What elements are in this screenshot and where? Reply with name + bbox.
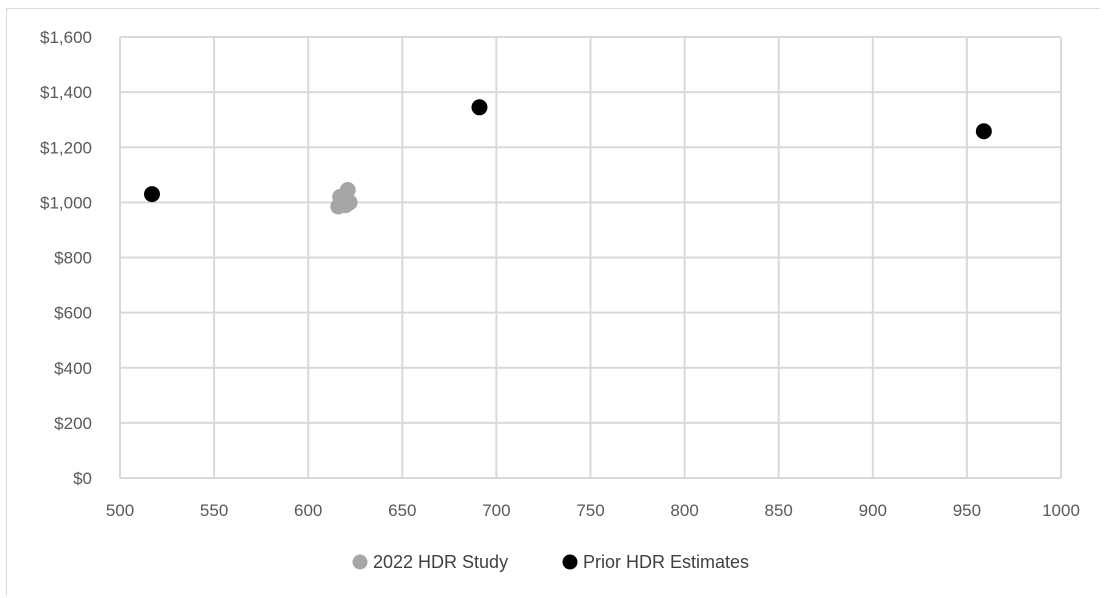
x-tick-label: 900 bbox=[859, 501, 887, 520]
legend-marker bbox=[352, 554, 368, 570]
y-tick-label: $1,400 bbox=[40, 83, 92, 102]
x-tick-label: 950 bbox=[953, 501, 981, 520]
legend: 2022 HDR Study Prior HDR Estimates bbox=[352, 552, 749, 572]
y-tick-label: $800 bbox=[54, 249, 92, 268]
data-point bbox=[471, 99, 488, 116]
legend-label: Prior HDR Estimates bbox=[583, 552, 749, 572]
y-tick-label: $400 bbox=[54, 359, 92, 378]
x-tick-label: 600 bbox=[294, 501, 322, 520]
data-point bbox=[143, 186, 160, 203]
x-axis-tick-labels: 500 550 600 650 700 750 800 850 900 950 1000 bbox=[106, 501, 1080, 520]
x-tick-label: 850 bbox=[765, 501, 793, 520]
chart-frame bbox=[6, 8, 1100, 596]
x-tick-label: 500 bbox=[106, 501, 134, 520]
x-tick-label: 750 bbox=[576, 501, 604, 520]
y-tick-label: $600 bbox=[54, 304, 92, 323]
data-point bbox=[335, 191, 352, 208]
x-tick-label: 550 bbox=[200, 501, 228, 520]
y-tick-label: $1,200 bbox=[40, 138, 92, 157]
x-tick-label: 1000 bbox=[1042, 501, 1080, 520]
data-point bbox=[975, 123, 992, 140]
x-tick-label: 800 bbox=[670, 501, 698, 520]
y-tick-label: $0 bbox=[73, 469, 92, 488]
x-tick-label: 650 bbox=[388, 501, 416, 520]
grid-lines bbox=[119, 36, 1062, 479]
x-tick-label: 700 bbox=[482, 501, 510, 520]
y-axis-tick-labels: $0 $200 $400 $600 $800 $1,000 $1,200 $1,400 $1,6… bbox=[40, 28, 92, 488]
y-tick-label: $200 bbox=[54, 414, 92, 433]
legend-marker bbox=[562, 554, 578, 570]
y-tick-label: $1,600 bbox=[40, 28, 92, 47]
data-points bbox=[143, 99, 992, 215]
legend-label: 2022 HDR Study bbox=[373, 552, 508, 572]
y-tick-label: $1,000 bbox=[40, 193, 92, 212]
